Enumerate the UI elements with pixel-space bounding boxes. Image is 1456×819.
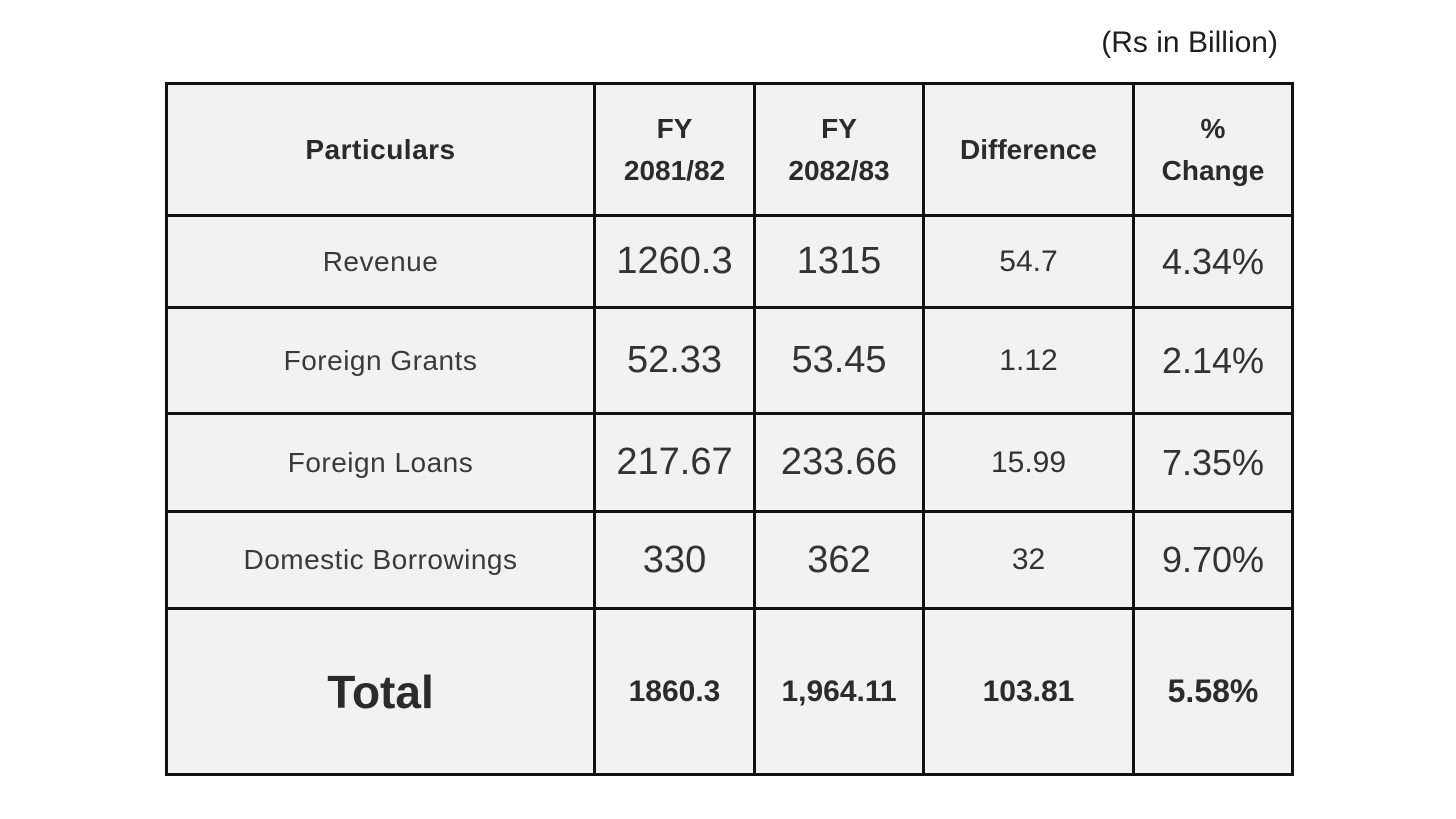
fy-2082-83-value: 362 <box>753 510 925 610</box>
table-row-revenue: Revenue 1260.3 1315 54.7 4.34% <box>165 214 1294 309</box>
difference-value: 1.12 <box>922 306 1135 415</box>
header-pct-change: % Change <box>1132 82 1294 217</box>
pct-change-value: 7.35% <box>1132 412 1294 513</box>
table-row-foreign-loans: Foreign Loans 217.67 233.66 15.99 7.35% <box>165 412 1294 513</box>
fy-2082-83-value: 1315 <box>753 214 925 309</box>
budget-summary-table: Particulars FY 2081/82 FY 2082/83 Differ… <box>165 82 1294 776</box>
header-fy-2081-82: FY 2081/82 <box>593 82 756 217</box>
table-row-foreign-grants: Foreign Grants 52.33 53.45 1.12 2.14% <box>165 306 1294 415</box>
fy-2082-83-value: 233.66 <box>753 412 925 513</box>
header-fy-2082-83: FY 2082/83 <box>753 82 925 217</box>
row-label: Revenue <box>165 214 596 309</box>
row-label: Foreign Grants <box>165 306 596 415</box>
header-difference: Difference <box>922 82 1135 217</box>
fy-2081-82-value: 52.33 <box>593 306 756 415</box>
total-label: Total <box>165 607 596 776</box>
difference-value: 32 <box>922 510 1135 610</box>
fy-2081-82-value: 330 <box>593 510 756 610</box>
total-fy-2082-83-value: 1,964.11 <box>753 607 925 776</box>
fy-2081-82-value: 1260.3 <box>593 214 756 309</box>
row-label: Foreign Loans <box>165 412 596 513</box>
table-row-total: Total 1860.3 1,964.11 103.81 5.58% <box>165 607 1294 776</box>
fy-2081-82-value: 217.67 <box>593 412 756 513</box>
total-fy-2081-82-value: 1860.3 <box>593 607 756 776</box>
pct-change-value: 2.14% <box>1132 306 1294 415</box>
header-particulars: Particulars <box>165 82 596 217</box>
table-row-domestic-borrowings: Domestic Borrowings 330 362 32 9.70% <box>165 510 1294 610</box>
fy-2082-83-value: 53.45 <box>753 306 925 415</box>
total-pct-change-value: 5.58% <box>1132 607 1294 776</box>
pct-change-value: 4.34% <box>1132 214 1294 309</box>
pct-change-value: 9.70% <box>1132 510 1294 610</box>
difference-value: 15.99 <box>922 412 1135 513</box>
difference-value: 54.7 <box>922 214 1135 309</box>
header-row: Particulars FY 2081/82 FY 2082/83 Differ… <box>165 82 1294 217</box>
total-difference-value: 103.81 <box>922 607 1135 776</box>
row-label: Domestic Borrowings <box>165 510 596 610</box>
unit-note: (Rs in Billion) <box>1101 26 1278 59</box>
